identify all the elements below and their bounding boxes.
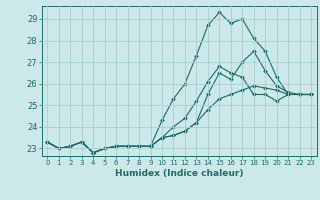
X-axis label: Humidex (Indice chaleur): Humidex (Indice chaleur) [115,169,244,178]
